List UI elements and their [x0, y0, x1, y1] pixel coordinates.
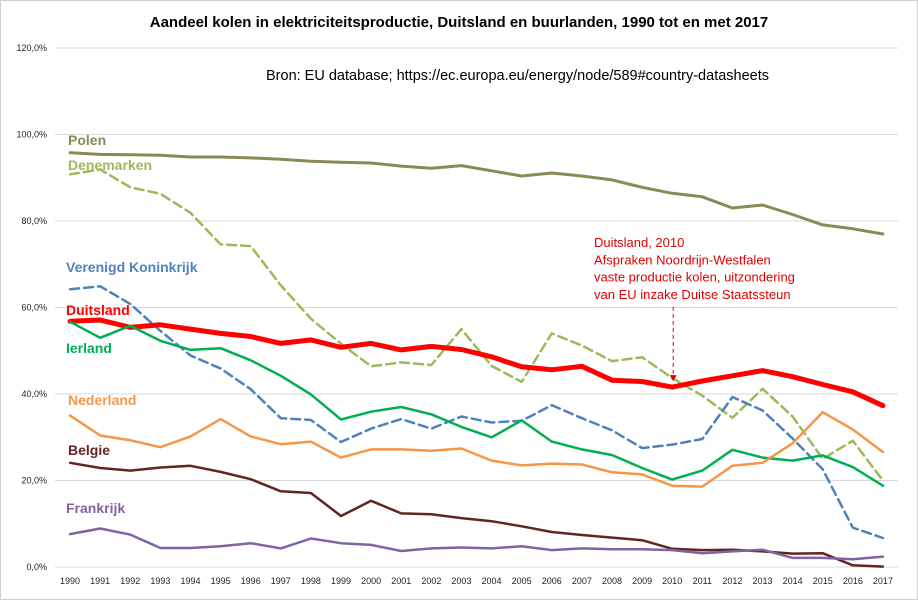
- x-tick-label: 2009: [632, 576, 652, 586]
- x-tick-label: 2017: [873, 576, 893, 586]
- y-tick-label: 20,0%: [21, 476, 47, 486]
- x-tick-label: 2006: [542, 576, 562, 586]
- x-tick-label: 2010: [662, 576, 682, 586]
- gridlines: [55, 47, 898, 568]
- y-tick-label: 60,0%: [21, 303, 47, 313]
- series-label-verenigd-koninkrijk: Verenigd Koninkrijk: [66, 259, 198, 275]
- series-label-polen: Polen: [68, 132, 106, 148]
- series-line-frankrijk: [68, 527, 885, 561]
- y-tick-label: 120,0%: [16, 43, 47, 53]
- x-tick-label: 1991: [90, 576, 110, 586]
- x-tick-label: 2007: [572, 576, 592, 586]
- x-tick-label: 1998: [301, 576, 321, 586]
- x-tick-label: 1997: [271, 576, 291, 586]
- chart-title: Aandeel kolen in elektriciteitsproductie…: [150, 14, 769, 31]
- x-tick-label: 2016: [843, 576, 863, 586]
- series-line-verenigd-koninkrijk: [68, 285, 885, 540]
- annotation: Duitsland, 2010 Afspraken Noordrijn-Westf…: [594, 235, 795, 382]
- x-tick-label: 1994: [180, 576, 200, 586]
- y-tick-label: 80,0%: [21, 216, 47, 226]
- annotation-line-1: Duitsland, 2010: [594, 235, 684, 250]
- x-tick-label: 2001: [391, 576, 411, 586]
- series-labels: Polen Denemarken Verenigd Koninkrijk Duitsl…: [66, 132, 198, 516]
- x-tick-label: 1992: [120, 576, 140, 586]
- chart-source: Bron: EU database; https://ec.europa.eu/…: [266, 68, 769, 84]
- x-tick-label: 2013: [753, 576, 773, 586]
- series-label-nederland: Nederland: [68, 392, 136, 408]
- series-lines: [67, 151, 886, 568]
- x-tick-label: 1993: [150, 576, 170, 586]
- x-tick-label: 2008: [602, 576, 622, 586]
- series-line-duitsland: [67, 317, 886, 409]
- series-label-belgie: Belgie: [68, 442, 110, 458]
- x-tick-label: 2015: [813, 576, 833, 586]
- series-label-denemarken: Denemarken: [68, 157, 152, 173]
- y-tick-label: 100,0%: [16, 130, 47, 140]
- y-tick-label: 0,0%: [26, 562, 47, 572]
- x-tick-label: 2004: [482, 576, 502, 586]
- x-tick-label: 1999: [331, 576, 351, 586]
- series-line-nederland: [68, 410, 885, 488]
- series-label-frankrijk: Frankrijk: [66, 500, 125, 516]
- series-label-duitsland: Duitsland: [66, 302, 130, 318]
- x-tick-label: 2000: [361, 576, 381, 586]
- annotation-arrowhead: [669, 375, 677, 382]
- series-line-polen: [68, 151, 885, 236]
- x-tick-label: 2014: [783, 576, 803, 586]
- x-tick-label: 2002: [421, 576, 441, 586]
- x-tick-label: 1995: [211, 576, 231, 586]
- x-tick-label: 2005: [512, 576, 532, 586]
- x-tick-label: 2011: [693, 576, 712, 586]
- annotation-line-2: Afspraken Noordrijn-Westfalen: [594, 252, 771, 267]
- annotation-line-3: vaste productie kolen, uitzondering: [594, 270, 795, 285]
- x-tick-label: 2003: [451, 576, 471, 586]
- x-tick-label: 2012: [722, 576, 742, 586]
- series-label-ierland: Ierland: [66, 340, 112, 356]
- series-line-ierland: [68, 320, 885, 487]
- y-tick-label: 40,0%: [21, 389, 47, 399]
- x-tick-label: 1996: [241, 576, 261, 586]
- y-axis-ticks: 0,0% 20,0% 40,0% 60,0% 80,0% 100,0% 120,0%: [16, 43, 47, 572]
- annotation-line-4: van EU inzake Duitse Staatssteun: [594, 287, 791, 302]
- x-tick-label: 1990: [60, 576, 80, 586]
- x-axis-ticks: 1990 1991 1992 1993 1994 1995 1996 1997 1998 1999…: [60, 576, 893, 586]
